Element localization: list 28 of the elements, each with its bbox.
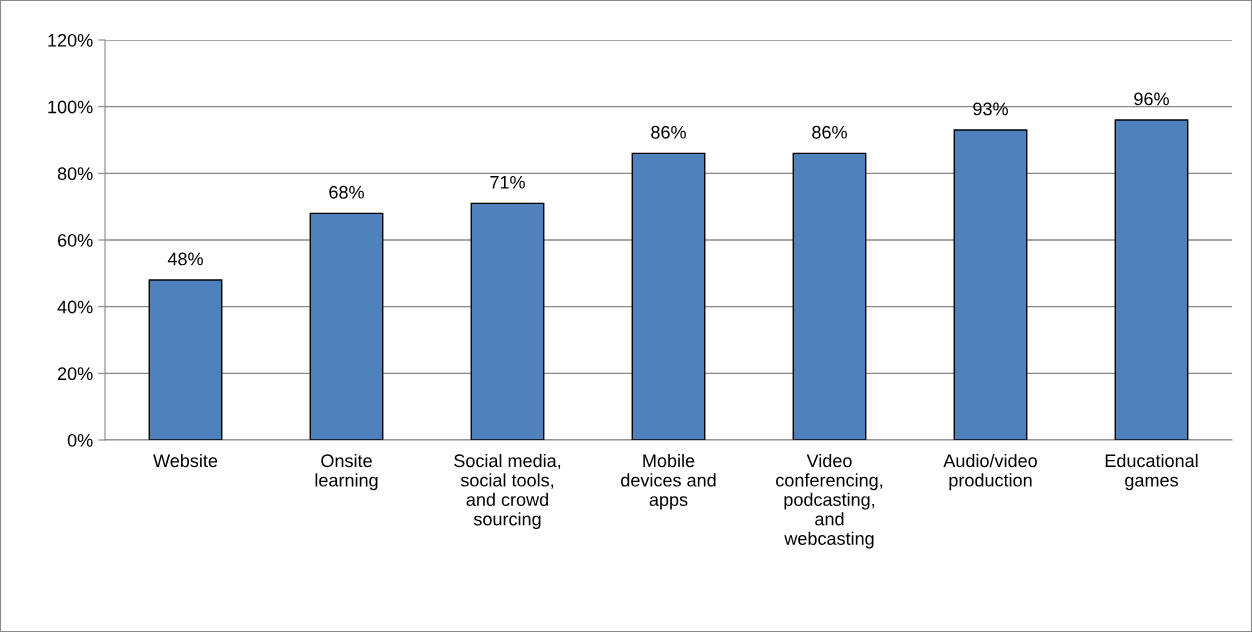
bar: [148, 279, 223, 440]
x-tick-label: Educational games: [1105, 453, 1198, 491]
data-label: 96%: [1134, 92, 1169, 106]
x-tick-label: Mobile devices and apps: [621, 453, 716, 510]
y-tick-label: 60%: [57, 233, 93, 247]
data-label: 48%: [167, 252, 203, 266]
data-label: 71%: [490, 175, 525, 189]
bar: [631, 152, 706, 440]
bar: [309, 212, 384, 440]
bar: [792, 152, 867, 440]
y-tick-label: 40%: [57, 300, 93, 314]
bar: [470, 202, 545, 440]
y-tick-label: 0%: [67, 433, 93, 447]
x-tick-label: Website: [153, 453, 218, 468]
x-tick-label: Onsite learning: [315, 453, 378, 491]
y-tick-label: 120%: [48, 33, 93, 47]
data-label: 68%: [329, 185, 364, 199]
y-tick-label: 20%: [57, 367, 93, 381]
y-tick-label: 100%: [48, 100, 93, 114]
y-tick-label: 80%: [57, 167, 93, 181]
data-label: 86%: [651, 125, 686, 139]
x-tick-label: Audio/video production: [943, 453, 1037, 491]
x-tick-label: Social media, social tools, and crowd sourcing: [454, 453, 561, 530]
x-tick-label: Video conferencing, podcasting, and webcasting: [776, 453, 883, 549]
data-label: 93%: [973, 102, 1008, 116]
data-label: 86%: [812, 125, 847, 139]
bar: [953, 129, 1028, 440]
bar: [1114, 119, 1189, 440]
